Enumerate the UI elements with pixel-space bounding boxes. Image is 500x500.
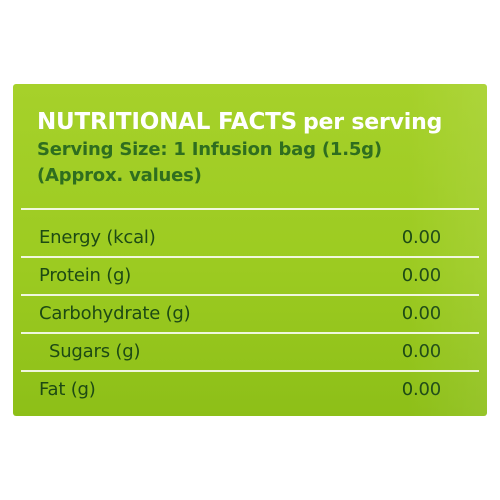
nutrient-value: 0.00 [401,340,441,362]
divider [21,370,479,372]
nutrient-value: 0.00 [401,264,441,286]
nutrition-title-suffix: per serving [303,110,443,135]
nutrition-row-protein: Protein (g) 0.00 [39,257,441,293]
serving-size-text: Serving Size: 1 Infusion bag (1.5g) [37,139,382,160]
nutrient-label: Fat (g) [39,378,96,400]
nutrient-value: 0.00 [401,378,441,400]
nutrition-row-energy: Energy (kcal) 0.00 [39,219,441,255]
nutrition-facts-panel: NUTRITIONAL FACTS per serving Serving Siz… [13,84,487,416]
divider [21,332,479,334]
divider [21,294,479,296]
divider [21,208,479,210]
nutrition-header: NUTRITIONAL FACTS per serving Serving Siz… [37,108,477,189]
approx-values-note: (Approx. values) [37,165,202,186]
nutrition-title-main: NUTRITIONAL FACTS [37,109,297,135]
nutrient-value: 0.00 [401,226,441,248]
nutrition-row-fat: Fat (g) 0.00 [39,371,441,407]
nutrition-row-sugars: Sugars (g) 0.00 [39,333,441,369]
nutrient-label: Sugars (g) [49,340,141,362]
divider [21,256,479,258]
nutrient-value: 0.00 [401,302,441,324]
nutrient-label: Protein (g) [39,264,132,286]
nutrition-title: NUTRITIONAL FACTS per serving [37,108,477,137]
nutrition-row-carbohydrate: Carbohydrate (g) 0.00 [39,295,441,331]
nutrient-label: Energy (kcal) [39,226,156,248]
nutrient-label: Carbohydrate (g) [39,302,191,324]
